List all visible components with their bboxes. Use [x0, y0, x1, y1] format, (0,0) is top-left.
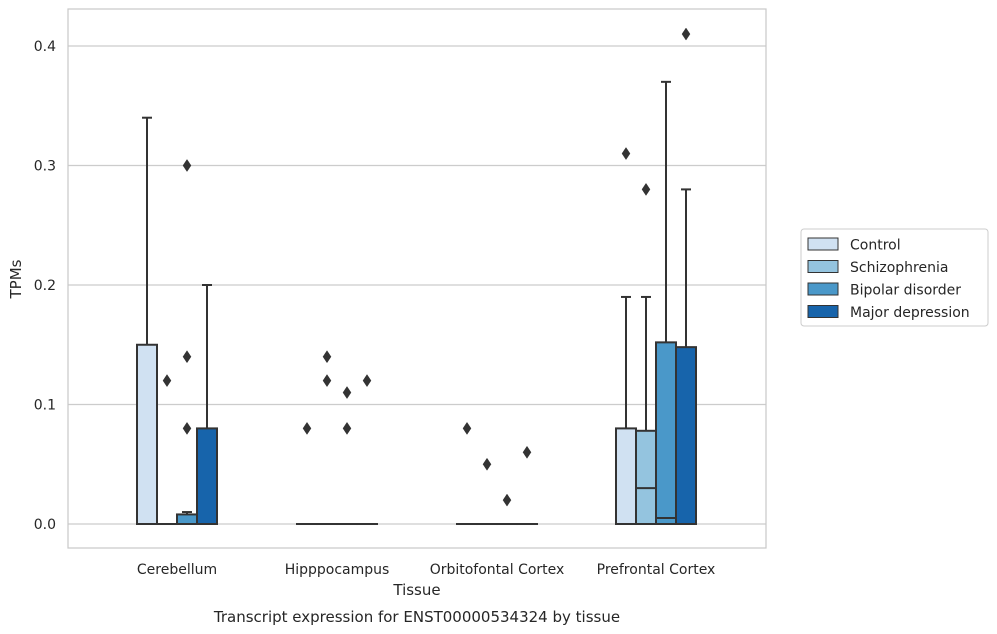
outlier-point — [522, 445, 532, 459]
outlier-point — [621, 147, 631, 161]
legend-swatch — [807, 237, 839, 251]
outlier-point — [342, 421, 352, 435]
outlier-point — [502, 493, 512, 507]
y-tick-label: 0.3 — [34, 159, 56, 175]
box-bipolar-disorder — [496, 493, 518, 526]
y-axis-label: TPMs — [7, 259, 25, 299]
y-tick-labels: 0.0 0.1 0.2 0.3 0.4 — [34, 39, 56, 533]
outlier-point — [462, 421, 472, 435]
outlier-point — [681, 27, 691, 41]
chart-caption: Transcript expression for ENST0000053432… — [213, 608, 620, 626]
y-tick-label: 0.0 — [34, 517, 56, 533]
x-tick-label: Orbitofontal Cortex — [430, 562, 565, 578]
x-tick-label: Hipppocampus — [285, 562, 390, 578]
box-control — [296, 421, 318, 526]
outlier-point — [302, 421, 312, 435]
outlier-point — [182, 350, 192, 364]
legend-items: Control Schizophrenia Bipolar disorder Majo… — [807, 237, 970, 321]
y-tick-label: 0.2 — [34, 278, 56, 294]
outlier-point — [182, 159, 192, 172]
box-body — [176, 513, 198, 526]
x-tick-labels: Cerebellum Hipppocampus Orbitofontal Corte… — [137, 562, 715, 578]
plot-frame — [67, 8, 767, 549]
x-tick-label: Prefrontal Cortex — [597, 562, 716, 578]
box-major-depression — [516, 445, 538, 526]
box-schizophrenia — [316, 350, 338, 526]
box-bipolar-disorder — [655, 80, 677, 525]
outlier-point — [641, 182, 651, 196]
box-major-depression — [196, 284, 218, 525]
box-body — [635, 429, 657, 526]
legend-entry-label: Major depression — [850, 305, 970, 321]
legend-entry-label: Bipolar disorder — [850, 283, 961, 299]
box-body — [675, 346, 697, 526]
box-body — [615, 427, 637, 525]
legend-swatch — [807, 305, 839, 318]
box-bipolar-disorder — [176, 159, 198, 526]
box-schizophrenia — [156, 374, 178, 526]
box-major-depression — [356, 374, 378, 526]
box-body — [136, 343, 158, 525]
legend-swatch — [807, 260, 839, 273]
box-control — [136, 116, 158, 525]
box-body — [196, 427, 218, 525]
boxes — [136, 27, 697, 526]
x-tick-label: Cerebellum — [137, 562, 217, 578]
outlier-point — [322, 374, 332, 388]
legend-frame — [800, 228, 989, 327]
box-schizophrenia — [476, 457, 498, 526]
outlier-point — [182, 421, 192, 435]
y-tick-label: 0.1 — [34, 398, 56, 414]
legend: Control Schizophrenia Bipolar disorder Majo… — [800, 228, 989, 327]
legend-entry-label: Schizophrenia — [850, 260, 948, 276]
y-tick-label: 0.4 — [34, 39, 56, 55]
box-major-depression — [675, 27, 697, 526]
outlier-point — [322, 350, 332, 364]
box-control — [456, 421, 478, 526]
outlier-point — [482, 457, 492, 471]
legend-entry-label: Control — [850, 238, 901, 254]
box-schizophrenia — [635, 182, 657, 526]
outlier-point — [342, 386, 352, 400]
legend-swatch — [807, 282, 839, 296]
box-control — [615, 147, 637, 525]
box-body — [655, 341, 677, 525]
box-bipolar-disorder — [336, 386, 358, 526]
outlier-point — [362, 374, 372, 388]
outlier-point — [162, 374, 172, 388]
x-axis-label: Tissue — [392, 581, 440, 599]
